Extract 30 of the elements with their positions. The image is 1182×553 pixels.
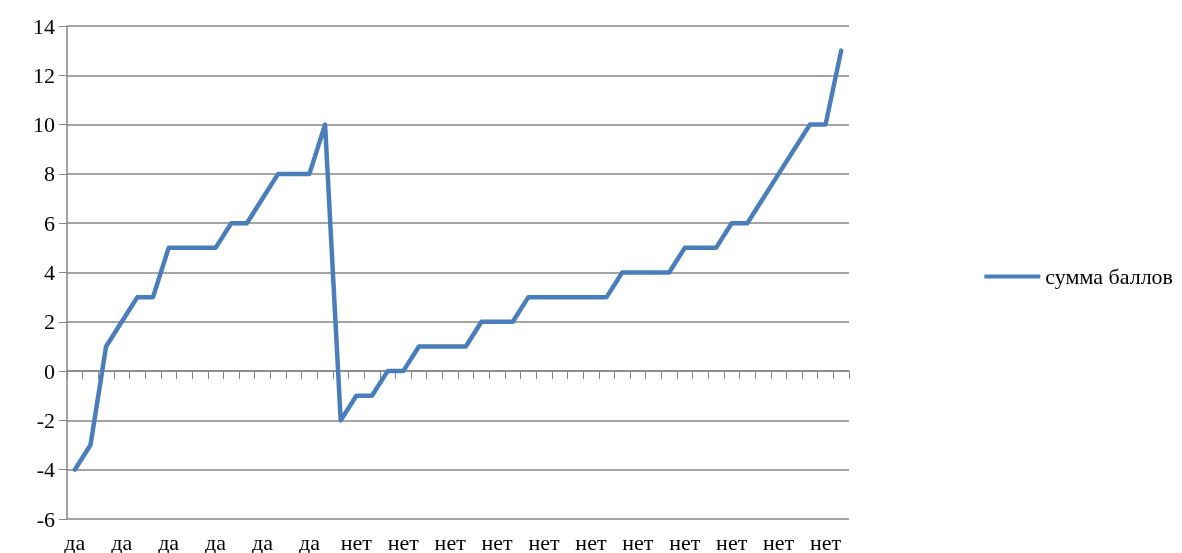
- x-tick-label: нет: [434, 529, 467, 553]
- x-tick-label: нет: [809, 529, 842, 553]
- y-tick-label: 6: [44, 210, 55, 236]
- x-tick-label: нет: [716, 529, 748, 553]
- legend-label: сумма баллов: [1045, 264, 1173, 289]
- x-tick-label: нет: [669, 529, 701, 553]
- y-tick-label: -6: [36, 506, 55, 532]
- y-tick-label: 4: [44, 260, 55, 285]
- y-tick-label: 8: [44, 161, 55, 187]
- x-tick-label: нет: [763, 529, 795, 553]
- x-tick-label: нет: [340, 529, 373, 553]
- x-tick-label: да: [158, 529, 180, 553]
- x-tick-label: нет: [528, 529, 560, 553]
- x-tick-label: да: [111, 529, 133, 553]
- y-tick-label: 0: [44, 358, 55, 384]
- y-tick-label: 10: [33, 112, 55, 138]
- x-tick-label: нет: [481, 529, 514, 553]
- y-tick-label: -2: [36, 407, 55, 433]
- x-tick-label: нет: [622, 529, 654, 553]
- x-tick-label: да: [298, 529, 321, 553]
- x-tick-label: нет: [387, 529, 420, 553]
- y-tick-label: -4: [36, 457, 55, 483]
- y-tick-label: 12: [33, 62, 55, 88]
- x-tick-label: нет: [575, 529, 607, 553]
- x-tick-label: да: [252, 529, 274, 553]
- y-tick-label: 2: [44, 309, 55, 335]
- x-tick-label: да: [205, 529, 227, 553]
- x-tick-label: да: [64, 529, 86, 553]
- line-series: [72, 48, 844, 472]
- y-tick-label: 14: [33, 13, 55, 39]
